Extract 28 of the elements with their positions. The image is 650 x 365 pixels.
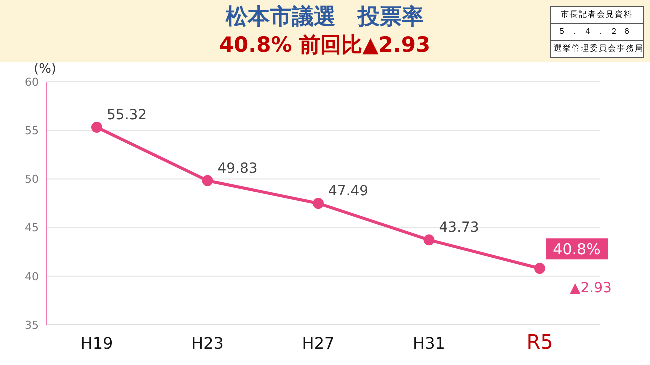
y-tick-label: 60 [25,76,39,89]
annotation: ▲2.93 [570,280,612,297]
data-label: 47.49 [328,184,369,200]
text: 選挙管理委員会事務局 [551,40,644,57]
data-label: 43.73 [439,220,480,236]
x-tick-label: H27 [302,334,335,353]
data-label: 49.83 [218,160,258,177]
data-label: 40.8% [553,240,601,259]
data-label: 55.32 [107,107,148,124]
x-tick-label: H23 [192,334,224,353]
y-tick-label: 40 [25,270,39,284]
chart-subtitle: 40.8% 前回比▲2.93 [219,33,431,57]
x-tick-label: H19 [80,334,114,353]
x-tick-label: H31 [413,334,446,353]
y-tick-label: 55 [25,124,39,138]
point [202,175,214,186]
y-axis-title: (%) [34,62,56,77]
chart-title: 松本市議選 投票率 [226,5,424,30]
point [534,263,546,274]
text: 市長記者会見資料 [560,9,634,21]
point [313,198,324,210]
point [424,234,435,246]
y-tick-label: 45 [25,222,39,235]
y-tick-label: 35 [25,318,39,332]
x-tick-label: R5 [526,330,554,354]
text: ５．４．２６ [551,23,643,40]
point [92,122,102,133]
y-tick-label: 50 [25,173,39,186]
